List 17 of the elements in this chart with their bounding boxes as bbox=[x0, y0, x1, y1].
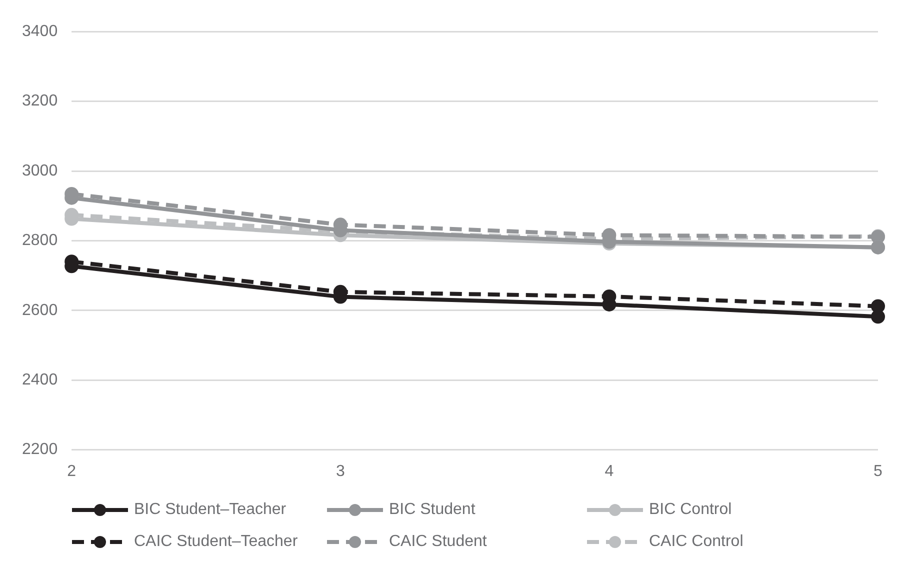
legend-label: CAIC Student–Teacher bbox=[134, 533, 298, 551]
x-tick-label: 4 bbox=[604, 462, 614, 480]
x-tick-label: 3 bbox=[336, 462, 345, 480]
legend-label: CAIC Student bbox=[389, 533, 487, 551]
x-tick-label: 5 bbox=[874, 462, 883, 480]
y-tick-label: 3000 bbox=[22, 162, 58, 180]
legend-label: BIC Student–Teacher bbox=[134, 501, 286, 519]
legend-label: CAIC Control bbox=[649, 533, 744, 551]
y-tick-label: 3400 bbox=[22, 23, 58, 40]
y-tick-label: 2800 bbox=[22, 232, 58, 250]
y-tick-label: 3200 bbox=[22, 92, 58, 110]
x-tick-label: 2 bbox=[67, 462, 76, 480]
y-tick-label: 2600 bbox=[22, 302, 58, 319]
y-tick-label: 2400 bbox=[22, 372, 58, 389]
legend-label: BIC Student bbox=[389, 501, 476, 519]
y-tick-label: 2200 bbox=[22, 441, 58, 458]
legend-label: BIC Control bbox=[649, 501, 732, 519]
